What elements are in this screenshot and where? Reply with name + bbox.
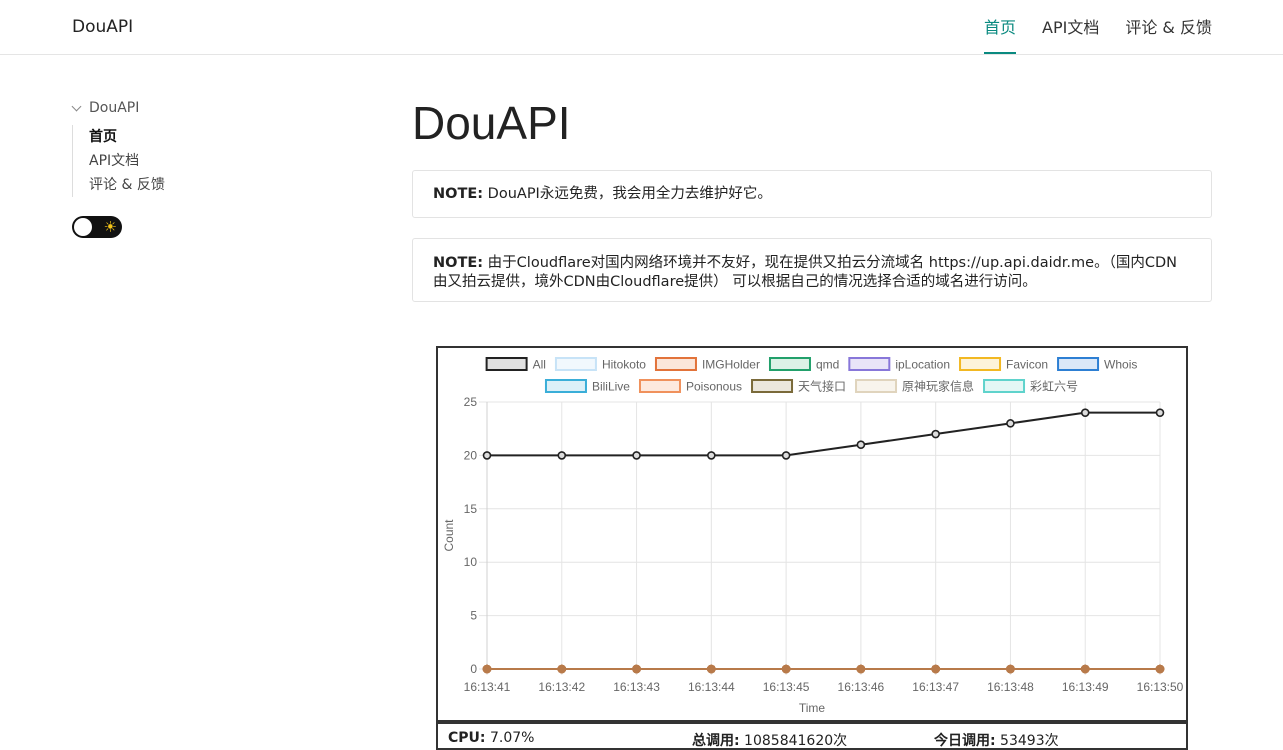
data-point — [1080, 408, 1090, 417]
data-point — [931, 429, 940, 439]
sidebar-item-api-docs[interactable]: API文档 — [89, 153, 140, 169]
y-tick-label: 15 — [464, 502, 478, 516]
stat-today-calls: 今日调用: 53493次 — [934, 733, 1059, 749]
stats-bar: CPU: 7.07% 总调用: 1085841620次 今日调用: 53493次 — [436, 720, 1188, 750]
y-axis-title: Count — [442, 519, 456, 552]
y-tick-label: 5 — [470, 609, 477, 623]
data-point — [557, 664, 567, 674]
legend-swatch — [855, 379, 898, 393]
legend-swatch — [751, 379, 794, 393]
legend-label: Favicon — [1006, 358, 1048, 372]
y-tick-label: 25 — [464, 395, 478, 409]
nav-comments-feedback[interactable]: 评论 & 反馈 — [1125, 18, 1212, 37]
data-point — [482, 451, 492, 460]
stat-cpu: CPU: 7.07% — [448, 730, 535, 746]
legend-swatch — [638, 379, 681, 393]
sidebar-item-comments-feedback[interactable]: 评论 & 反馈 — [89, 177, 165, 193]
sidebar-section-label: DouAPI — [89, 100, 140, 116]
x-tick-label: 16:13:49 — [1062, 680, 1109, 694]
sidebar-section-douapi[interactable]: DouAPI — [71, 98, 332, 118]
chevron-down-icon — [71, 101, 82, 111]
toggle-knob — [74, 218, 92, 236]
data-point — [1155, 664, 1165, 674]
x-tick-label: 16:13:41 — [464, 680, 511, 694]
legend-label: qmd — [816, 358, 839, 372]
data-point — [1080, 664, 1090, 674]
data-point — [931, 664, 940, 674]
x-tick-label: 16:13:44 — [688, 680, 735, 694]
api-usage-chart: All Hitokoto IMGHolder qmd ipLocation Favicon… — [436, 346, 1188, 722]
x-tick-label: 16:13:42 — [538, 680, 585, 694]
legend-swatch — [554, 357, 597, 371]
nav-api-docs[interactable]: API文档 — [1042, 18, 1100, 37]
legend-label: Whois — [1104, 358, 1137, 372]
legend-swatch — [485, 357, 528, 371]
note-text: DouAPI永远免费，我会用全力去维护好它。 — [483, 186, 772, 202]
data-point — [1155, 408, 1165, 417]
data-point — [707, 664, 716, 674]
page-title: DouAPI — [412, 97, 571, 149]
theme-toggle[interactable]: ☀ — [72, 216, 122, 238]
legend-label: BiliLive — [592, 380, 630, 394]
chart-svg: All Hitokoto IMGHolder qmd ipLocation Favicon… — [442, 357, 1184, 715]
note-box-cdn: NOTE: 由于Cloudflare对国内网络环境并不友好，现在提供又拍云分流域… — [412, 238, 1212, 302]
data-point — [856, 440, 866, 450]
legend-label: ipLocation — [895, 358, 950, 372]
x-tick-label: 16:13:43 — [613, 680, 660, 694]
legend-swatch — [544, 379, 587, 393]
legend-label: 天气接口 — [798, 379, 846, 394]
note-label: NOTE: — [433, 186, 484, 202]
x-tick-label: 16:13:50 — [1137, 680, 1184, 694]
note-text: 由于Cloudflare对国内网络环境并不友好，现在提供又拍云分流域名 http… — [433, 255, 1177, 290]
sun-icon: ☀ — [103, 218, 117, 236]
legend-swatch — [768, 357, 811, 371]
legend-swatch — [959, 357, 1002, 371]
top-nav: 首页 API文档 评论 & 反馈 — [984, 0, 1212, 55]
legend-label: IMGHolder — [702, 358, 760, 372]
legend-swatch — [654, 357, 697, 371]
stat-total-calls: 总调用: 1085841620次 — [692, 733, 848, 749]
data-point — [632, 451, 641, 460]
legend-label: Hitokoto — [602, 358, 646, 372]
x-tick-label: 16:13:45 — [763, 680, 810, 694]
legend-swatch — [1057, 357, 1100, 371]
legend-label: 彩虹六号 — [1030, 380, 1078, 394]
x-tick-label: 16:13:46 — [838, 680, 885, 694]
series-line — [487, 411, 1160, 457]
data-point — [781, 664, 791, 674]
sidebar-list: 首页 API文档 评论 & 反馈 — [72, 125, 332, 197]
legend-label: All — [533, 358, 546, 372]
data-point — [482, 664, 492, 674]
x-tick-label: 16:13:47 — [912, 680, 959, 694]
note-label: NOTE: — [433, 255, 484, 271]
legend-label: 原神玩家信息 — [902, 379, 974, 394]
data-point — [1006, 419, 1015, 428]
x-tick-label: 16:13:48 — [987, 680, 1034, 694]
nav-home[interactable]: 首页 — [984, 0, 1017, 54]
data-point — [632, 664, 641, 674]
sidebar: DouAPI 首页 API文档 评论 & 反馈 — [71, 98, 332, 197]
note-box-free: NOTE: DouAPI永远免费，我会用全力去维护好它。 — [412, 170, 1212, 218]
brand-logo[interactable]: DouAPI — [72, 17, 134, 37]
legend-label: Poisonous — [686, 380, 742, 394]
x-axis-title: Time — [799, 701, 826, 715]
data-point — [781, 451, 791, 460]
data-point — [557, 451, 567, 460]
data-point — [1006, 664, 1015, 674]
legend-swatch — [983, 379, 1026, 393]
legend-swatch — [848, 357, 891, 371]
top-navbar: DouAPI 首页 API文档 评论 & 反馈 — [0, 0, 1283, 55]
y-tick-label: 0 — [470, 662, 477, 676]
data-point — [707, 451, 716, 460]
data-point — [856, 664, 866, 674]
y-tick-label: 20 — [464, 448, 478, 462]
y-tick-label: 10 — [464, 555, 478, 569]
sidebar-item-home[interactable]: 首页 — [89, 129, 117, 145]
